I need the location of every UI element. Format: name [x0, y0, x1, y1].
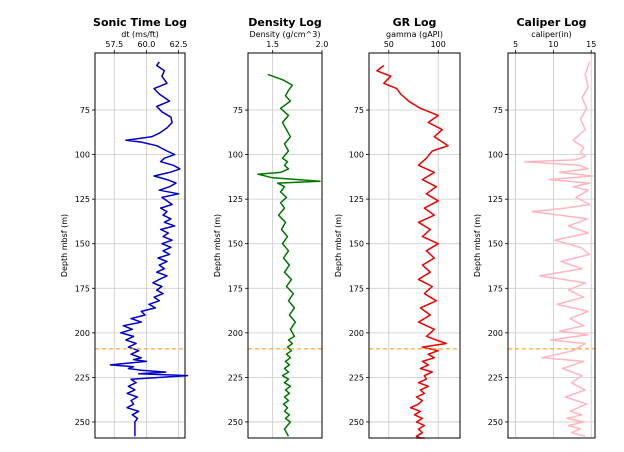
- y-axis-label: Depth mbsf (m): [60, 214, 69, 277]
- log-curve: [523, 61, 594, 437]
- x-tick-label: 60.0: [138, 40, 156, 49]
- x-tick-label: 1.5: [266, 40, 279, 49]
- y-tick-label: 225: [75, 373, 90, 382]
- log-curve: [109, 61, 189, 437]
- panel-frame: [507, 52, 596, 439]
- x-tick-label: 15: [586, 40, 596, 49]
- x-tick-label: 2.0: [316, 40, 329, 49]
- y-tick-label: 225: [349, 373, 364, 382]
- y-tick-label: 125: [228, 195, 243, 204]
- y-tick-label: 225: [228, 373, 243, 382]
- x-axis-label: dt (ms/ft): [121, 30, 158, 39]
- y-tick-label: 250: [228, 418, 243, 427]
- panel-title: Sonic Time Log: [93, 16, 187, 29]
- x-axis-label: gamma (gAPI): [386, 30, 443, 39]
- y-tick-label: 100: [488, 151, 503, 160]
- y-tick-label: 125: [349, 195, 364, 204]
- y-tick-label: 200: [75, 329, 90, 338]
- y-tick-label: 75: [80, 106, 90, 115]
- y-tick-label: 100: [228, 151, 243, 160]
- x-tick-label: 100: [431, 40, 446, 49]
- y-tick-label: 200: [488, 329, 503, 338]
- y-tick-label: 75: [233, 106, 243, 115]
- log-curve: [376, 64, 449, 439]
- y-tick-label: 175: [75, 284, 90, 293]
- log-curve: [257, 73, 321, 437]
- log-panel-1: 75 100 125 150 175 200 225 250 57.5 60.0 62.5 Sonic…: [60, 16, 189, 439]
- y-tick-label: 250: [349, 418, 364, 427]
- y-tick-label: 200: [349, 329, 364, 338]
- y-tick-label: 175: [228, 284, 243, 293]
- log-panel-3: 75 100 125 150 175 200 225 250 50 100 GR Loggamma …: [334, 16, 461, 439]
- y-tick-label: 250: [488, 418, 503, 427]
- panel-frame: [247, 52, 323, 439]
- y-tick-label: 150: [488, 240, 503, 249]
- y-tick-label: 75: [354, 106, 364, 115]
- y-tick-label: 125: [488, 195, 503, 204]
- x-tick-label: 5: [513, 40, 518, 49]
- panel-title: Caliper Log: [516, 16, 586, 29]
- y-tick-label: 250: [75, 418, 90, 427]
- y-tick-label: 75: [493, 106, 503, 115]
- x-tick-label: 10: [548, 40, 558, 49]
- y-tick-label: 225: [488, 373, 503, 382]
- y-tick-label: 175: [349, 284, 364, 293]
- y-tick-label: 125: [75, 195, 90, 204]
- x-tick-label: 50: [384, 40, 394, 49]
- y-tick-label: 100: [75, 151, 90, 160]
- panel-frame: [368, 52, 461, 439]
- y-tick-label: 200: [228, 329, 243, 338]
- y-tick-label: 150: [349, 240, 364, 249]
- y-tick-label: 100: [349, 151, 364, 160]
- y-tick-label: 150: [228, 240, 243, 249]
- x-axis-label: caliper(in): [531, 30, 572, 39]
- y-tick-label: 175: [488, 284, 503, 293]
- panel-frame: [94, 52, 186, 439]
- log-panel-2: 75 100 125 150 175 200 225 250 1.5 2.0 Density Log…: [213, 16, 329, 439]
- y-axis-label: Depth mbsf (m): [334, 214, 343, 277]
- y-axis-label: Depth mbsf (m): [473, 214, 482, 277]
- x-axis-label: Density (g/cm^3): [250, 30, 321, 39]
- x-tick-label: 57.5: [105, 40, 123, 49]
- log-panel-4: 75 100 125 150 175 200 225 250 5 10 15 Caliper Logc…: [473, 16, 596, 439]
- x-tick-label: 62.5: [170, 40, 188, 49]
- panel-title: GR Log: [393, 16, 437, 29]
- panel-title: Density Log: [248, 16, 321, 29]
- y-axis-label: Depth mbsf (m): [213, 214, 222, 277]
- y-tick-label: 150: [75, 240, 90, 249]
